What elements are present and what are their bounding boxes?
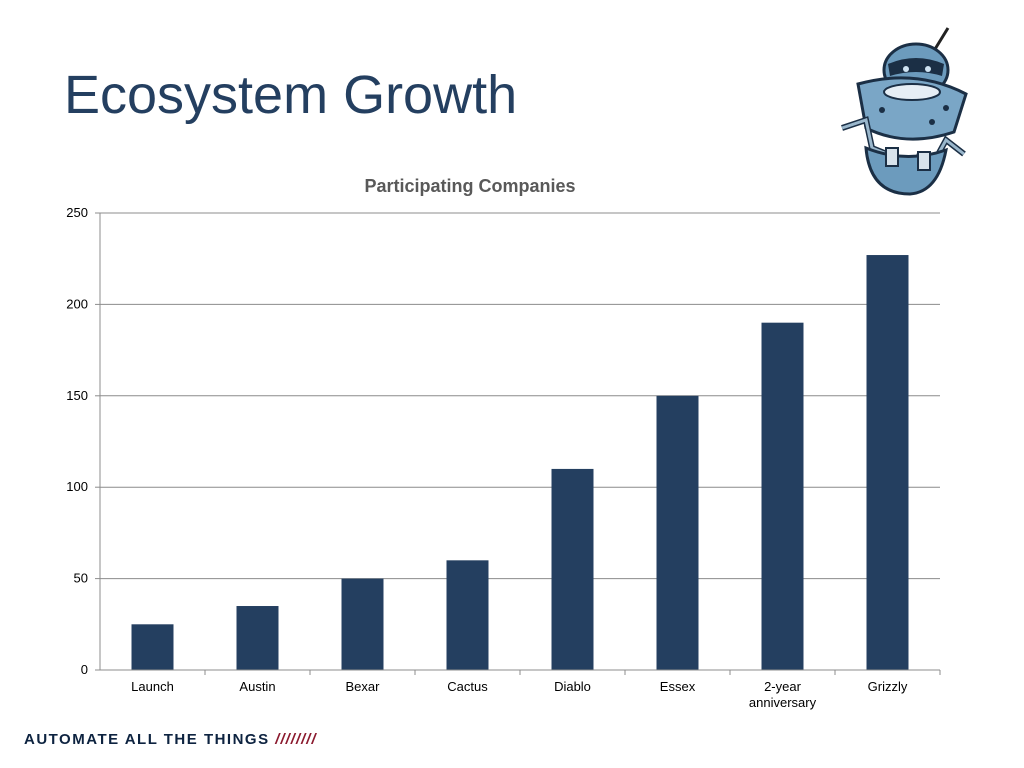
- y-tick-label: 100: [66, 479, 88, 494]
- x-tick-label: Bexar: [346, 679, 381, 694]
- bar: [866, 255, 909, 670]
- bar: [656, 395, 699, 670]
- bar: [446, 560, 489, 670]
- x-tick-label: Grizzly: [868, 679, 908, 694]
- footer-tagline: AUTOMATE ALL THE THINGS ////////: [24, 731, 317, 748]
- footer-text: AUTOMATE ALL THE THINGS: [24, 731, 270, 748]
- y-tick-label: 200: [66, 296, 88, 311]
- y-tick-label: 250: [66, 205, 88, 220]
- bar: [131, 624, 174, 670]
- bar: [761, 322, 804, 670]
- robot-mascot-icon: [841, 27, 968, 196]
- y-tick-label: 50: [74, 571, 88, 586]
- x-tick-label: Diablo: [554, 679, 591, 694]
- slide-title: Ecosystem Growth: [64, 65, 518, 125]
- y-tick-label: 150: [66, 388, 88, 403]
- x-axis-ticks: Launch Austin Bexar Cactus Diablo Essex 2-year…: [131, 670, 941, 710]
- x-tick-label: Cactus: [447, 679, 488, 694]
- x-tick-label: Launch: [131, 679, 174, 694]
- x-tick-label: Austin: [239, 679, 275, 694]
- x-tick-label: Essex: [660, 679, 696, 694]
- bars: [131, 255, 909, 670]
- y-axis-ticks: 0 50 100 150 200 250: [66, 205, 100, 677]
- x-tick-label: 2-year anniversary: [749, 679, 817, 710]
- gridlines: [100, 212, 940, 580]
- chart-title: Participating Companies: [364, 176, 575, 196]
- bar: [341, 578, 384, 670]
- bar: [551, 468, 594, 670]
- bar: [236, 606, 279, 670]
- y-tick-label: 0: [81, 662, 88, 677]
- footer-slashes: ////////: [275, 731, 317, 748]
